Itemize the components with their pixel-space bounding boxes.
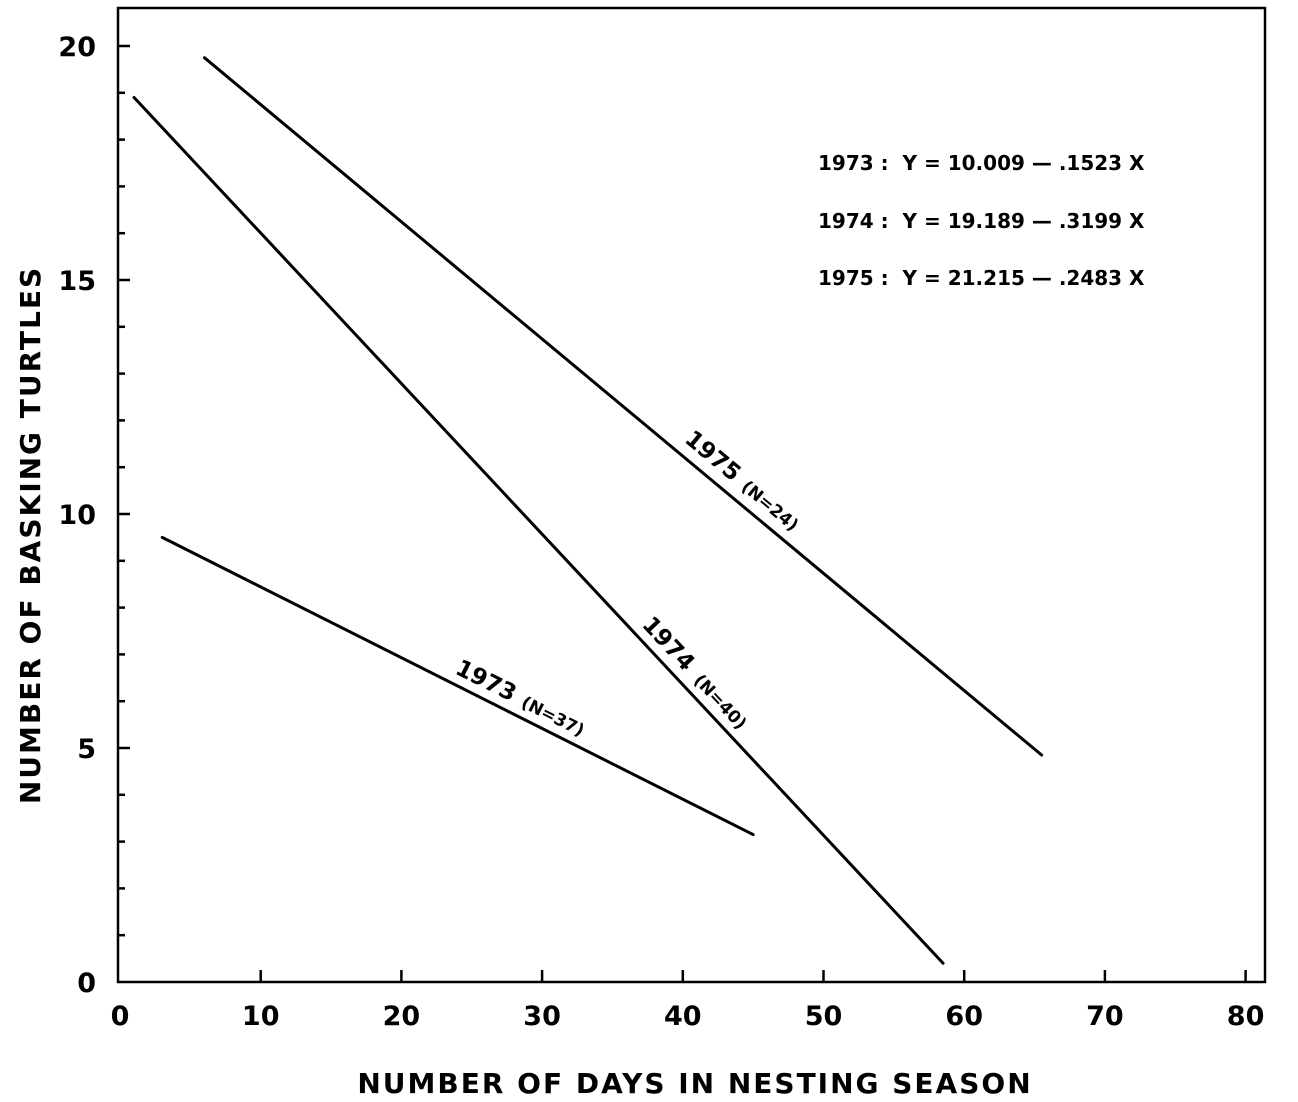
x-tick-label: 80 [1227, 1001, 1265, 1032]
plot-frame-group [116, 6, 1267, 984]
equations-legend: 1973 : Y = 10.009 — .1523 X 1974 : Y = 19… [818, 151, 1145, 290]
equation-3: 1975 : Y = 21.215 — .2483 X [818, 266, 1145, 290]
y-tick-label: 20 [58, 32, 96, 63]
series-line-1973 [160, 535, 755, 837]
x-tick-label: 40 [664, 1001, 702, 1032]
x-tick-label: 60 [945, 1001, 983, 1032]
x-tick-label: 70 [1086, 1001, 1124, 1032]
y-tick-label: 10 [58, 500, 96, 531]
x-tick-label: 50 [805, 1001, 843, 1032]
series-year-label: 1975 [680, 426, 746, 487]
y-tick-label: 0 [77, 968, 96, 999]
series-labels: 1973(N=37)1974(N=40)1975(N=24) [451, 426, 802, 741]
equation-1: 1973 : Y = 10.009 — .1523 X [818, 151, 1145, 175]
x-tick-label: 10 [242, 1001, 280, 1032]
series-line-1975 [202, 56, 1044, 757]
x-tick-label: 0 [111, 1001, 130, 1032]
equation-2: 1974 : Y = 19.189 — .3199 X [818, 209, 1145, 233]
x-tick-label: 30 [523, 1001, 561, 1032]
plot-frame [116, 6, 1267, 984]
ticks-group: 0 10 20 30 40 50 60 70 80 0 5 10 15 20 [58, 32, 1264, 1032]
x-axis-title: NUMBER OF DAYS IN NESTING SEASON [357, 1067, 1032, 1100]
series-line-1974 [132, 95, 945, 965]
series-lines [132, 56, 1044, 965]
y-tick-label: 5 [77, 734, 96, 765]
y-tick-label: 15 [58, 266, 96, 297]
x-tick-label: 20 [383, 1001, 421, 1032]
y-axis-title: NUMBER OF BASKING TURTLES [14, 266, 47, 804]
